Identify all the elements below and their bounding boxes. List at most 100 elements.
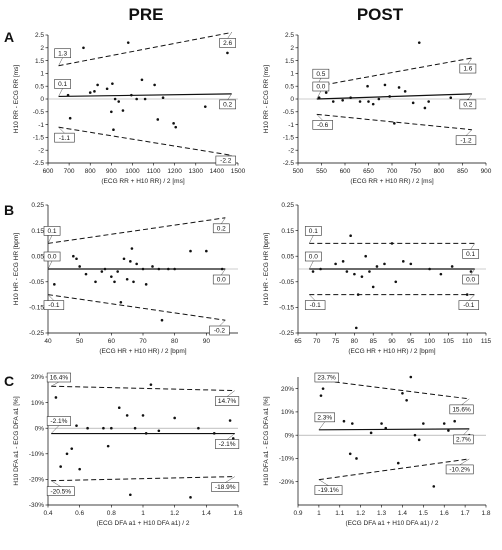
mean-right-annotation-leader — [463, 428, 470, 436]
data-point — [143, 97, 147, 101]
x-tick-label: 1300 — [189, 168, 204, 175]
upper-loa-left-annotation-box — [312, 68, 330, 79]
data-point — [126, 41, 130, 44]
data-point — [116, 270, 119, 273]
mean-right-annotation-box — [459, 99, 477, 110]
data-point — [84, 272, 88, 276]
data-point — [153, 83, 156, 87]
lower-loa-line — [47, 294, 226, 321]
data-point — [380, 422, 383, 425]
x-tick-label: 850 — [457, 168, 468, 175]
x-tick-label: 600 — [340, 168, 351, 175]
x-tick-label: 50 — [76, 338, 84, 345]
upper-loa-left-annotation-box — [46, 372, 71, 383]
data-point — [173, 267, 176, 271]
y-tick-label: 1 — [40, 71, 44, 78]
data-point — [356, 293, 360, 296]
y-tick-label: 0.25 — [281, 202, 294, 209]
mean-left-annotation-label: -2.1% — [50, 418, 67, 425]
lower-loa-left-annotation-label: -19.1% — [318, 487, 339, 494]
data-point — [453, 419, 456, 423]
x-tick-label: 1500 — [231, 168, 246, 175]
y-axis-label: H10 HR - ECG HR [bpm] — [13, 233, 20, 305]
y-tick-label: -0.5 — [33, 109, 45, 116]
data-point — [144, 283, 148, 286]
data-point — [197, 426, 200, 430]
x-tick-label: 60 — [108, 338, 116, 345]
mean-bias-line — [316, 93, 472, 100]
mean-right-annotation-box — [212, 274, 230, 285]
y-tick-label: 0% — [285, 432, 295, 439]
data-point — [174, 125, 178, 129]
lower-loa-left-annotation-label: -1.1 — [59, 135, 71, 142]
x-tick-label: 0.9 — [293, 510, 302, 517]
data-point — [394, 280, 398, 284]
lower-loa-right-annotation-label: -2.2 — [220, 158, 232, 165]
x-tick-label: 95 — [407, 338, 415, 345]
data-point — [102, 426, 105, 430]
upper-loa-right-annotation-box — [215, 396, 240, 406]
mean-right-annotation-box — [453, 434, 474, 445]
x-tick-label: 105 — [443, 338, 454, 345]
panel-B-post: 65 70 75 80 85 90 95 100 105 110 115 -0.25 -0.15 -0.0… — [263, 202, 492, 355]
row-label-c: C — [4, 373, 14, 389]
data-point — [220, 267, 224, 271]
x-tick-label: 800 — [85, 168, 96, 175]
data-point — [388, 95, 391, 98]
lower-loa-right-annotation-leader — [468, 294, 475, 301]
y-tick-label: -1 — [288, 122, 294, 129]
data-point — [465, 293, 469, 296]
data-point — [132, 280, 135, 284]
mean-bias-line — [58, 93, 232, 98]
lower-loa-line — [316, 113, 472, 131]
mean-right-annotation-leader — [221, 268, 226, 276]
upper-loa-right-annotation-box — [212, 223, 230, 234]
data-point — [96, 83, 99, 87]
mean-left-annotation-leader — [47, 260, 53, 270]
data-point — [88, 91, 92, 94]
upper-loa-left-annotation-label: 1.3 — [58, 50, 67, 57]
data-point — [141, 414, 145, 417]
data-point — [383, 83, 387, 87]
lower-loa-left-annotation-leader — [51, 480, 61, 487]
y-tick-label: 2.5 — [285, 32, 294, 39]
data-point — [203, 105, 207, 108]
upper-loa-right-annotation-label: 1.6 — [463, 66, 472, 73]
upper-loa-line — [316, 57, 472, 87]
data-point — [130, 247, 134, 250]
lower-loa-right-annotation-box — [455, 135, 477, 146]
data-point — [68, 116, 72, 120]
data-point — [341, 98, 344, 102]
data-point — [105, 87, 109, 91]
y-tick-label: 0.5 — [35, 83, 44, 90]
data-point — [228, 419, 232, 422]
data-point — [157, 267, 161, 271]
x-tick-label: 100 — [424, 338, 435, 345]
data-point — [106, 444, 110, 448]
data-point — [70, 447, 74, 450]
y-tick-label: 2 — [40, 45, 44, 52]
column-title-pre: PRE — [129, 5, 164, 24]
x-axis-label: (ECG HR + H10 HR) / 2 [bpm] — [348, 348, 435, 355]
y-tick-label: -30% — [29, 502, 44, 509]
data-point — [100, 270, 104, 273]
data-point — [401, 260, 405, 263]
x-tick-label: 1 — [317, 510, 321, 517]
lower-loa-left-annotation-leader — [309, 294, 316, 301]
data-point — [341, 260, 345, 263]
mean-left-annotation-label: 2.3% — [317, 414, 332, 421]
data-point — [348, 452, 352, 456]
x-axis-label: (ECG RR + H10 RR) / 2 [ms] — [101, 178, 184, 185]
data-point — [226, 51, 229, 55]
upper-loa-left-annotation-box — [304, 226, 322, 236]
upper-loa-right-annotation-box — [459, 63, 477, 74]
x-tick-label: 750 — [410, 168, 421, 175]
y-tick-label: -2 — [288, 147, 294, 154]
y-tick-label: 20% — [281, 386, 294, 393]
y-tick-label: 2 — [290, 45, 294, 52]
y-tick-label: 0.25 — [31, 202, 44, 209]
lower-loa-line — [51, 476, 235, 482]
mean-bias-line — [318, 428, 470, 431]
upper-loa-right-annotation-box — [462, 249, 480, 259]
